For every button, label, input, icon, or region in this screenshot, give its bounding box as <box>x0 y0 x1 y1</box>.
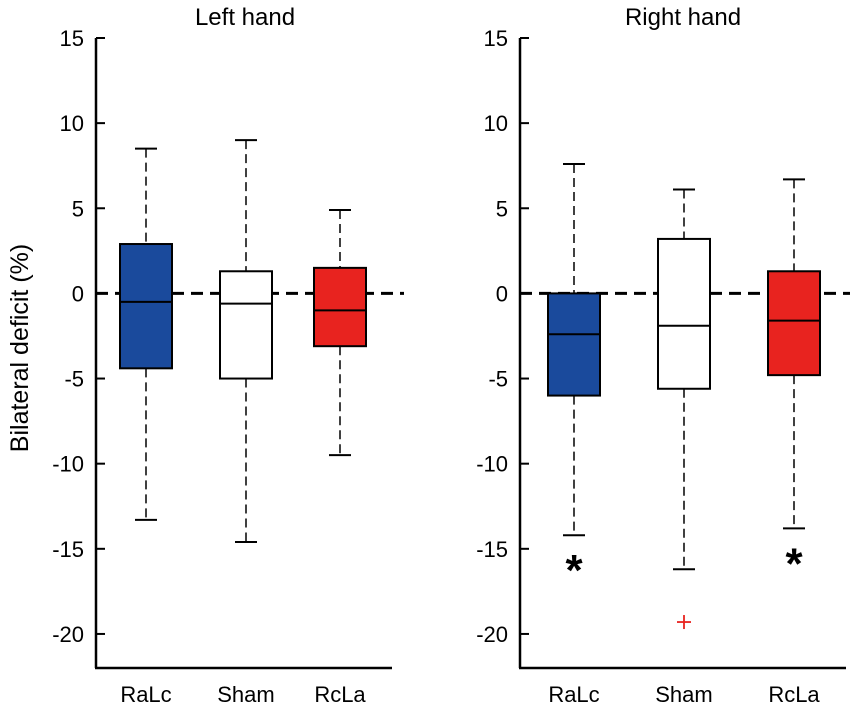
x-category-label: RcLa <box>314 682 366 707</box>
y-axis-label: Bilateral deficit (%) <box>6 244 34 452</box>
x-category-label: Sham <box>217 682 274 707</box>
outlier-marker <box>677 615 691 630</box>
significance-star: * <box>565 546 583 595</box>
x-category-label: RcLa <box>768 682 820 707</box>
y-tick-label: -5 <box>488 367 508 392</box>
x-category-label: Sham <box>655 682 712 707</box>
y-tick-label: -20 <box>476 622 508 647</box>
y-tick-label: -10 <box>476 452 508 477</box>
y-tick-label: 0 <box>496 281 508 306</box>
panel-left: Left hand 15 10 5 0 -5 -10 -15 -20 RaLc Sham RcLa <box>52 4 404 707</box>
y-tick-label: -15 <box>52 537 84 562</box>
y-tick-label: 10 <box>484 111 508 136</box>
x-category-label: RaLc <box>120 682 171 707</box>
x-category-label: RaLc <box>548 682 599 707</box>
y-tick-label: 0 <box>72 281 84 306</box>
y-tick-label: -5 <box>64 367 84 392</box>
significance-star: * <box>785 539 803 588</box>
y-tick-label: 5 <box>72 196 84 221</box>
box-rcla <box>313 266 367 348</box>
y-tick-label: 15 <box>484 26 508 51</box>
y-tick-label: -10 <box>52 452 84 477</box>
panel-title: Right hand <box>625 4 741 31</box>
box-rcla <box>767 270 821 377</box>
panel-right: Right hand 15 10 5 0 -5 -10 -15 -20 * RaLc Sham * RcL… <box>476 4 850 707</box>
y-tick-label: 5 <box>496 196 508 221</box>
box-sham <box>219 270 273 380</box>
box-ralc <box>119 243 173 370</box>
box-ralc <box>547 292 601 397</box>
y-tick-label: -15 <box>476 537 508 562</box>
panel-title: Left hand <box>195 4 295 31</box>
box-sham <box>657 237 711 390</box>
y-tick-label: 15 <box>60 26 84 51</box>
y-tick-label: -20 <box>52 622 84 647</box>
y-tick-label: 10 <box>60 111 84 136</box>
